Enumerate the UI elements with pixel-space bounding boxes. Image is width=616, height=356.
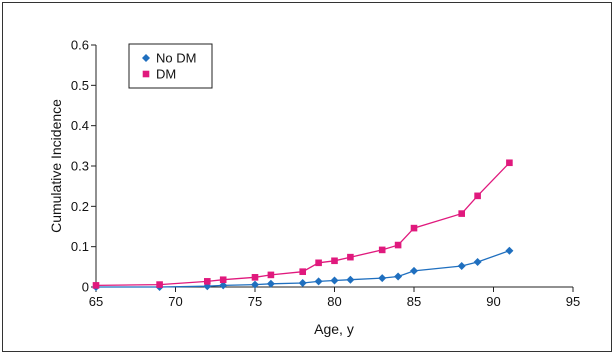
y-tick-label: 0.6 [71,38,89,53]
x-tick-label: 90 [486,294,500,309]
data-point [298,278,307,287]
series-line-no-dm [96,250,510,288]
data-point [314,277,323,286]
data-point [410,266,418,275]
x-tick-label: 80 [327,294,341,309]
data-point [378,246,386,254]
data-point [346,275,355,284]
data-point [347,253,354,261]
data-point [505,246,514,255]
y-tick-label: 0.3 [71,159,89,174]
x-tick-label: 95 [566,294,580,309]
data-point [251,280,259,289]
y-tick-label: 0.4 [71,118,89,133]
y-tick-label: 0 [82,280,89,295]
legend-label: No DM [156,51,196,66]
axes: 0 0.1 0.2 0.3 0.4 0.5 0.6 65 70 75 80 85 90 95 [71,38,580,310]
data-point [394,272,403,281]
legend-marker-square [142,70,150,78]
x-axis-label: Age, y [314,321,354,337]
data-point [458,210,465,217]
data-point [266,279,275,288]
data-point [219,276,227,284]
data-point [506,159,513,167]
data-point [92,282,100,289]
y-tick-label: 0.2 [71,199,89,214]
data-point [267,271,275,279]
data-point [315,259,322,267]
data-point [204,278,211,285]
x-tick-label: 70 [168,294,182,309]
series-dm [92,159,513,289]
x-tick-label: 65 [89,294,103,309]
data-point [156,281,163,288]
legend-label: DM [156,67,176,82]
series-line-dm [95,162,510,287]
data-point [410,224,418,232]
y-tick-label: 0.1 [71,239,89,254]
x-tick-label: 75 [248,294,262,309]
data-point [474,192,481,200]
data-point [219,281,228,290]
series-layer [92,159,514,291]
data-point [299,268,306,275]
data-point [457,262,466,271]
legend-box [128,43,213,89]
data-point [331,257,338,265]
x-tick-label: 85 [407,294,421,309]
data-point [473,257,482,266]
y-axis-label: Cumulative Incidence [48,99,64,233]
data-point [330,276,339,285]
legend-marker-diamond [142,54,150,62]
data-point [394,241,402,249]
y-tick-label: 0.5 [71,78,89,93]
data-point [378,274,387,283]
data-point [251,274,259,281]
chart-frame [2,2,612,352]
